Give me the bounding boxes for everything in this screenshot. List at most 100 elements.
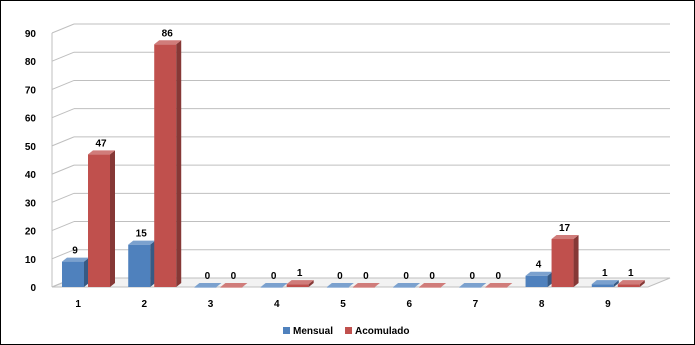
- data-label: 0: [470, 271, 476, 282]
- legend-swatch-acomulado: [345, 327, 353, 334]
- bar-acomulado-9: [617, 280, 645, 287]
- bar-side: [613, 280, 619, 287]
- bar-mensual-6: [393, 283, 421, 288]
- data-label: 0: [337, 271, 343, 282]
- gridline-diag: [51, 79, 75, 90]
- bar-top: [286, 280, 314, 285]
- bar-acomulado-8: [551, 235, 579, 287]
- legend-label-mensual: Mensual: [293, 326, 333, 337]
- data-label: 86: [162, 28, 174, 39]
- bar-top: [617, 280, 645, 285]
- x-tick-label: 5: [340, 299, 346, 310]
- data-label: 0: [363, 271, 369, 282]
- bar-mensual-9: [591, 280, 619, 287]
- x-tick-label: 7: [473, 299, 479, 310]
- bar-top: [88, 150, 115, 155]
- data-label: 1: [297, 268, 303, 279]
- bar-top: [393, 283, 421, 287]
- bar-mensual-1: [62, 257, 89, 287]
- bar-side: [308, 280, 314, 287]
- data-label: 0: [496, 271, 502, 282]
- data-labels: 9 47 15 86 0 0 0 1 0 0 0 0 0 0 4 17 1 1: [72, 28, 634, 282]
- bar-acomulado-4: [286, 280, 314, 287]
- x-tick-label: 6: [406, 299, 412, 310]
- data-label: 4: [536, 260, 542, 271]
- y-tick-label: 0: [30, 283, 36, 294]
- bar-front: [88, 154, 110, 287]
- y-tick-label: 60: [25, 114, 37, 125]
- data-label: 0: [205, 271, 211, 282]
- bar-top: [419, 283, 447, 287]
- legend: Mensual Acomulado: [283, 326, 409, 337]
- bar-acomulado-3: [220, 283, 248, 288]
- bar-acomulado-2: [154, 40, 182, 288]
- bar-acomulado-1: [88, 150, 115, 287]
- bar-acomulado-6: [419, 283, 447, 288]
- bar-top: [591, 280, 619, 285]
- bar-top: [551, 235, 579, 240]
- x-tick-label: 1: [75, 299, 81, 310]
- y-tick-label: 70: [25, 85, 37, 96]
- bar-front: [326, 287, 349, 288]
- bar-top: [62, 257, 89, 262]
- bar-front: [551, 239, 574, 287]
- x-tick-label: 9: [605, 299, 611, 310]
- bar-acomulado-5: [352, 283, 380, 288]
- bar-front: [617, 284, 640, 287]
- bar-front: [154, 44, 177, 288]
- bar-front: [419, 287, 442, 288]
- data-label: 0: [231, 271, 237, 282]
- bar-front: [525, 275, 548, 287]
- data-label: 1: [602, 268, 608, 279]
- bar-side: [110, 150, 115, 287]
- x-tick-label: 4: [274, 299, 280, 310]
- gridline-diag: [51, 249, 75, 260]
- bar-front: [591, 284, 614, 287]
- bar-front: [459, 287, 482, 288]
- bar-side: [84, 257, 89, 287]
- y-tick-label: 10: [25, 255, 37, 266]
- x-tick-label: 3: [208, 299, 214, 310]
- gridline-diag: [51, 221, 75, 232]
- legend-swatch-mensual: [283, 327, 290, 334]
- bar-side: [639, 280, 645, 287]
- y-axis-ticks: 0 10 20 30 40 50 60 70 80 90: [25, 29, 37, 294]
- bar-side: [150, 240, 156, 287]
- bar-front: [352, 287, 375, 288]
- bar-top: [459, 283, 487, 287]
- data-label: 47: [95, 138, 107, 149]
- gridline-diag: [51, 136, 75, 147]
- bar-mensual-4: [260, 283, 288, 288]
- bar-mensual-2: [128, 240, 156, 287]
- bar-front: [194, 287, 217, 288]
- x-tick-label: 8: [539, 299, 545, 310]
- x-tick-label: 2: [142, 299, 148, 310]
- gridline-diag: [51, 23, 75, 34]
- bar-top: [525, 271, 553, 276]
- bar-front: [286, 284, 309, 287]
- y-tick-label: 80: [25, 57, 37, 68]
- data-label: 0: [403, 271, 409, 282]
- y-tick-label: 90: [25, 29, 37, 40]
- y-tick-label: 30: [25, 198, 37, 209]
- data-label: 0: [429, 271, 435, 282]
- bar-acomulado-7: [485, 283, 513, 288]
- bar-top: [260, 283, 288, 287]
- bar-side: [176, 40, 182, 288]
- bar-front: [485, 287, 508, 288]
- bar-top: [352, 283, 380, 287]
- data-label: 1: [628, 268, 634, 279]
- data-label: 0: [271, 271, 277, 282]
- bar-front: [260, 287, 283, 288]
- data-label: 17: [559, 223, 571, 234]
- gridline-diag: [51, 164, 75, 175]
- bar-mensual-5: [326, 283, 354, 288]
- legend-label-acomulado: Acomulado: [355, 326, 409, 337]
- bar-front: [393, 287, 416, 288]
- bar-top: [154, 40, 182, 45]
- bars: [62, 40, 645, 288]
- y-tick-label: 50: [25, 142, 37, 153]
- bar-mensual-3: [194, 283, 222, 288]
- bar-top: [194, 283, 222, 287]
